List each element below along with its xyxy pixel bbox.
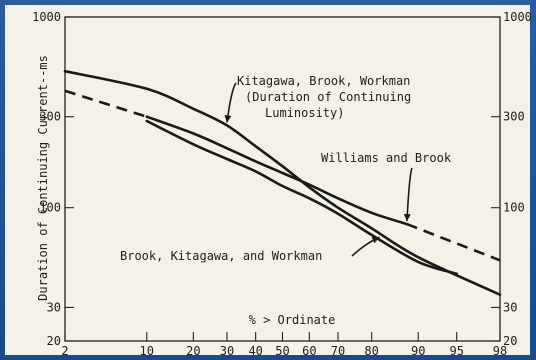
y-tick-label-right: 20 <box>503 334 517 348</box>
series-line-2-dashed-segment <box>64 89 148 118</box>
x-tick-label: 2 <box>61 344 68 358</box>
x-tick-label: 98 <box>493 344 507 358</box>
y-axis-title: Duration of Continuing Current--ms <box>36 55 50 301</box>
x-tick-label: 70 <box>331 344 345 358</box>
annotation-arrowhead-1 <box>224 115 232 123</box>
plot-frame <box>64 16 501 342</box>
chart-paper <box>5 5 530 355</box>
annotation-line-1-3: Luminosity) <box>265 106 344 120</box>
x-tick-label: 95 <box>449 344 463 358</box>
annotation-line-2-1: Williams and Brook <box>321 151 452 165</box>
annotation-line-1-1: Kitagawa, Brook, Workman <box>237 74 410 88</box>
annotation-arrowhead-3 <box>371 236 380 244</box>
annotation-arrowhead-2 <box>403 213 411 222</box>
series-line-2-solid-segment <box>145 115 409 226</box>
x-tick-label: 90 <box>411 344 425 358</box>
x-tick-label: 10 <box>140 344 154 358</box>
x-tick-label: 50 <box>275 344 289 358</box>
y-tick-label-left: 100 <box>39 201 61 215</box>
x-tick-label: 30 <box>220 344 234 358</box>
y-tick-label-right: 100 <box>503 201 525 215</box>
y-tick-label-right: 30 <box>503 300 517 314</box>
series-line-3 <box>145 119 458 276</box>
plot-border <box>64 16 501 342</box>
x-tick-label: 20 <box>186 344 200 358</box>
series-line-1 <box>63 69 502 296</box>
x-tick-label: 40 <box>248 344 262 358</box>
y-tick-label-left: 20 <box>47 334 61 348</box>
annotations-group: Kitagawa, Brook, Workman (Duration of Co… <box>120 74 452 263</box>
annotation-arrow-2 <box>406 167 413 222</box>
annotation-line-3-1: Brook, Kitagawa, and Workman <box>120 249 322 263</box>
x-axis-title: % > Ordinate <box>249 313 336 327</box>
y-tick-label-right: 300 <box>503 110 525 124</box>
series-line-2-dashed-segment <box>406 222 501 262</box>
y-tick-label-right: 1000 <box>503 10 532 24</box>
x-tick-label: 60 <box>302 344 316 358</box>
x-tick-label: 80 <box>364 344 378 358</box>
y-tick-label-left: 300 <box>39 110 61 124</box>
annotation-line-1-2: (Duration of Continuing <box>245 90 411 104</box>
series-group <box>63 69 502 296</box>
y-tick-label-left: 30 <box>47 300 61 314</box>
y-tick-label-left: 1000 <box>32 10 61 24</box>
axis-ticks: 2 10 20 30 40 50 60 70 80 90 95 9820301003001000203… <box>32 10 532 358</box>
